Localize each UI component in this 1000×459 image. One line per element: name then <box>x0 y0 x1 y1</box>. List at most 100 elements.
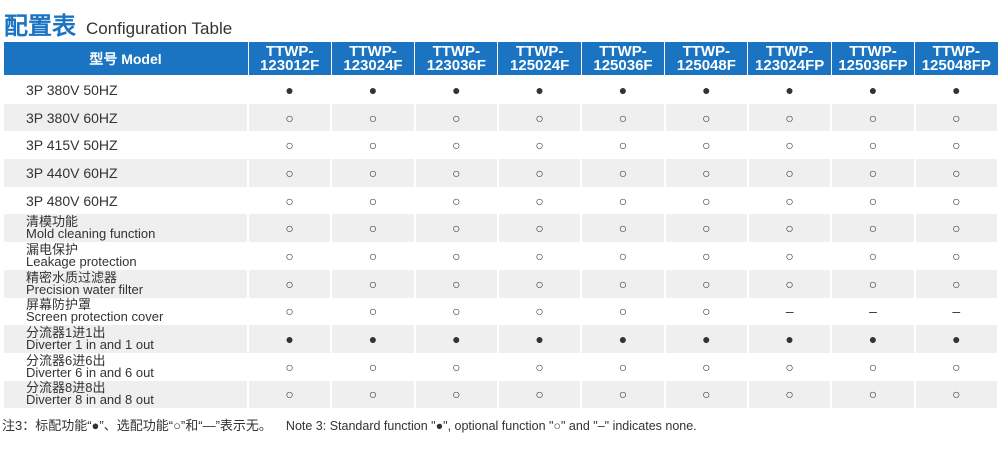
row-label-cn: 漏电保护 <box>26 241 79 257</box>
none-dash-icon: – <box>913 297 1000 326</box>
model-name-line: 123012F <box>260 56 320 74</box>
model-column-header: TTWP- 125048FP <box>914 41 999 76</box>
optional-circle-icon: ○ <box>330 214 416 243</box>
optional-circle-icon: ○ <box>496 380 583 409</box>
row-label: 3P 480V 60HZ <box>2 186 249 215</box>
standard-dot-icon: ● <box>496 75 583 104</box>
optional-circle-icon: ○ <box>913 242 1000 270</box>
optional-circle-icon: ○ <box>413 186 499 215</box>
row-label-cn: 清模功能 <box>26 214 79 230</box>
optional-circle-icon: ○ <box>246 269 333 298</box>
optional-circle-icon: ○ <box>913 214 1000 243</box>
table-row: 分流器1进1出 Diverter 1 in and 1 out ● ● ● ● ● ● ● ● ● <box>2 325 1000 353</box>
row-label-cn: 分流器8进8出 <box>26 380 106 396</box>
table-row: 3P 440V 60HZ ○ ○ ○ ○ ○ ○ ○ ○ ○ <box>2 159 1000 187</box>
optional-circle-icon: ○ <box>830 380 916 409</box>
optional-circle-icon: ○ <box>496 297 583 326</box>
table-row: 清模功能 Mold cleaning function ○ ○ ○ ○ ○ ○ ○ ○ ○ <box>2 214 1000 243</box>
model-column-header: TTWP- 123012F <box>247 41 332 76</box>
optional-circle-icon: ○ <box>913 131 1000 160</box>
row-label-cn: 分流器6进6出 <box>26 352 106 368</box>
optional-circle-icon: ○ <box>830 131 916 160</box>
optional-circle-icon: ○ <box>580 242 666 270</box>
optional-circle-icon: ○ <box>246 131 333 160</box>
optional-circle-icon: ○ <box>580 186 666 215</box>
row-label-cn: 3P 380V 50HZ <box>26 81 118 98</box>
standard-dot-icon: ● <box>830 75 916 104</box>
optional-circle-icon: ○ <box>663 186 749 215</box>
row-label: 精密水质过滤器 Precision water filter <box>2 269 249 298</box>
row-label-cn: 3P 480V 60HZ <box>26 192 118 209</box>
optional-circle-icon: ○ <box>330 352 416 381</box>
row-label-en: Screen protection cover <box>26 309 164 325</box>
standard-dot-icon: ● <box>330 75 416 104</box>
optional-circle-icon: ○ <box>663 380 749 409</box>
row-label-cn: 精密水质过滤器 <box>26 269 118 285</box>
row-label-en: Precision water filter <box>26 281 144 297</box>
header-row: 型号 Model TTWP- 123012F TTWP- 123024F TTWP- 12… <box>2 41 999 76</box>
optional-circle-icon: ○ <box>580 103 666 132</box>
standard-dot-icon: ● <box>330 325 416 353</box>
optional-circle-icon: ○ <box>246 297 333 326</box>
table-row: 3P 380V 60HZ ○ ○ ○ ○ ○ ○ ○ ○ ○ <box>2 103 1000 132</box>
optional-circle-icon: ○ <box>663 159 749 187</box>
model-name-line: TTWP- <box>932 42 981 60</box>
standard-dot-icon: ● <box>580 325 666 353</box>
model-name-line: 123036F <box>426 56 486 74</box>
model-name-line: TTWP- <box>599 42 647 60</box>
optional-circle-icon: ○ <box>330 269 416 298</box>
optional-circle-icon: ○ <box>246 159 333 187</box>
row-label-en: Leakage protection <box>26 253 137 269</box>
optional-circle-icon: ○ <box>330 186 416 215</box>
optional-circle-icon: ○ <box>830 214 916 243</box>
page-title: 配置表 Configuration Table <box>4 6 232 40</box>
model-name-line: 125024F <box>510 56 570 74</box>
optional-circle-icon: ○ <box>746 186 833 215</box>
optional-circle-icon: ○ <box>246 103 333 132</box>
optional-circle-icon: ○ <box>830 159 916 187</box>
optional-circle-icon: ○ <box>663 297 749 326</box>
optional-circle-icon: ○ <box>413 103 499 132</box>
row-label-cn: 3P 380V 60HZ <box>26 109 118 126</box>
optional-circle-icon: ○ <box>746 103 833 132</box>
title-cn: 配置表 <box>4 13 76 40</box>
optional-circle-icon: ○ <box>246 242 333 270</box>
optional-circle-icon: ○ <box>496 269 583 298</box>
optional-circle-icon: ○ <box>580 131 666 160</box>
model-name-line: 125048FP <box>921 56 991 74</box>
standard-dot-icon: ● <box>830 325 916 353</box>
none-dash-icon: – <box>746 297 833 326</box>
standard-dot-icon: ● <box>496 325 583 353</box>
model-name-line: TTWP- <box>682 42 731 60</box>
row-label: 漏电保护 Leakage protection <box>2 241 249 270</box>
row-label-cn: 3P 415V 50HZ <box>26 137 118 154</box>
optional-circle-icon: ○ <box>496 214 583 243</box>
model-column-header: TTWP- 123036F <box>414 41 499 76</box>
model-name-line: TTWP- <box>432 42 481 60</box>
optional-circle-icon: ○ <box>913 352 1000 381</box>
row-label-en: Mold cleaning function <box>26 226 156 242</box>
optional-circle-icon: ○ <box>580 297 666 326</box>
optional-circle-icon: ○ <box>330 159 416 187</box>
model-column-header: TTWP- 125036F <box>580 41 666 76</box>
standard-dot-icon: ● <box>746 75 833 104</box>
optional-circle-icon: ○ <box>330 103 416 132</box>
optional-circle-icon: ○ <box>830 352 916 381</box>
optional-circle-icon: ○ <box>830 269 916 298</box>
row-label: 3P 380V 50HZ <box>2 75 249 104</box>
standard-dot-icon: ● <box>413 75 499 104</box>
model-name-line: TTWP- <box>349 42 397 60</box>
model-name-line: 125036FP <box>838 56 908 74</box>
optional-circle-icon: ○ <box>746 214 833 243</box>
optional-circle-icon: ○ <box>663 352 749 381</box>
model-name-line: 125036F <box>593 56 653 74</box>
standard-dot-icon: ● <box>663 75 749 104</box>
table-row: 3P 480V 60HZ ○ ○ ○ ○ ○ ○ ○ ○ ○ <box>2 186 1000 215</box>
optional-circle-icon: ○ <box>913 103 1000 132</box>
standard-dot-icon: ● <box>246 75 333 104</box>
optional-circle-icon: ○ <box>913 269 1000 298</box>
optional-circle-icon: ○ <box>663 242 749 270</box>
optional-circle-icon: ○ <box>580 380 666 409</box>
optional-circle-icon: ○ <box>413 214 499 243</box>
optional-circle-icon: ○ <box>580 214 666 243</box>
